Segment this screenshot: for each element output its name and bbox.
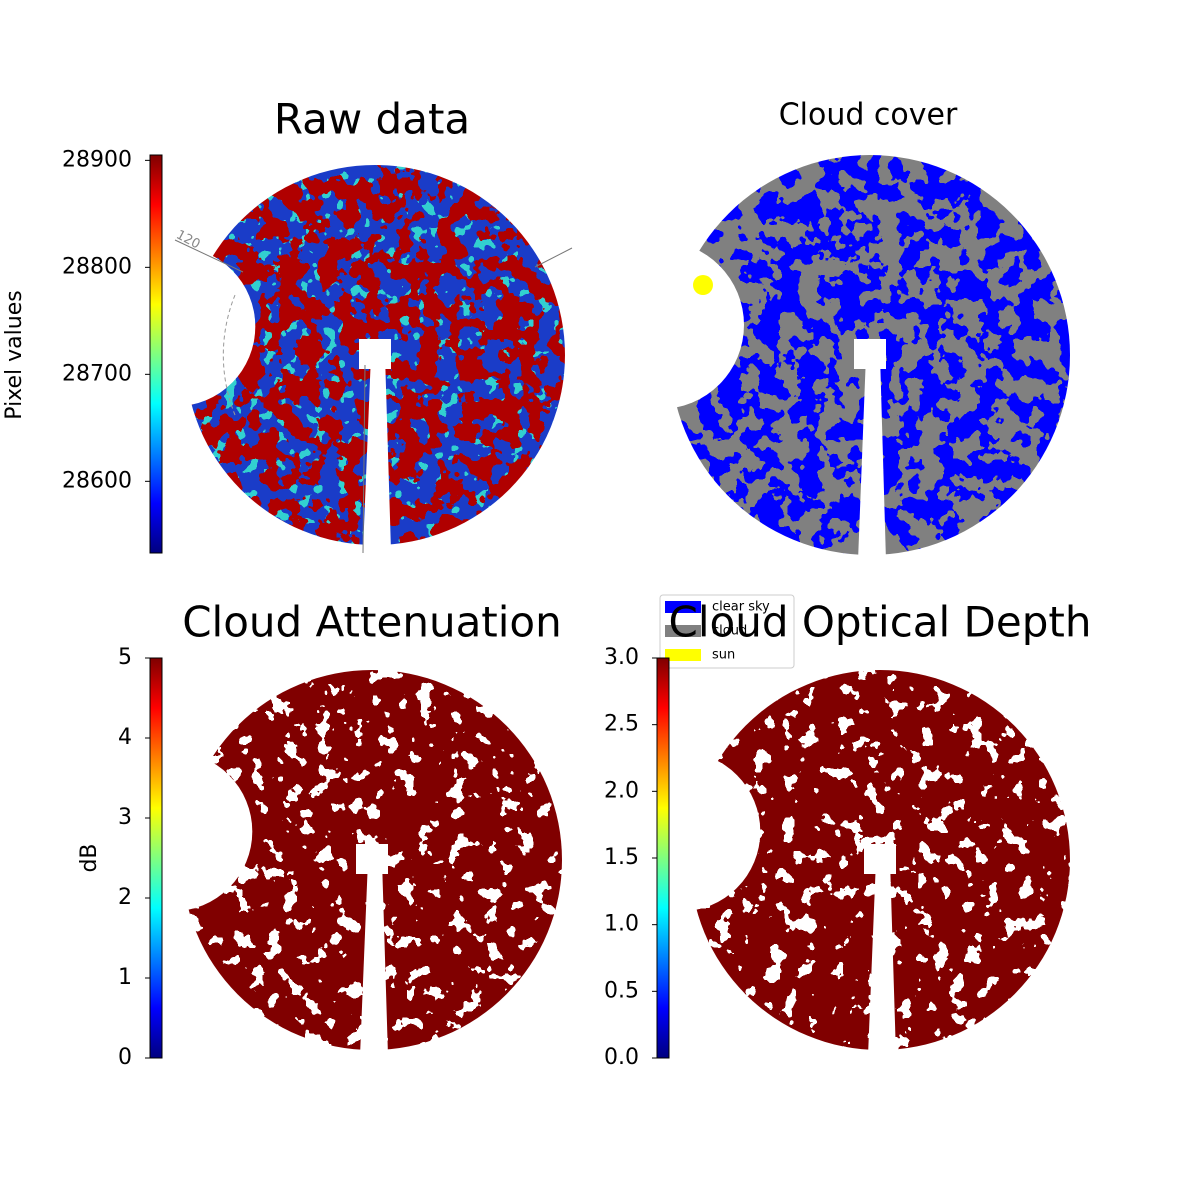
colorbar-tick-label: 28800 <box>62 254 132 279</box>
sky-image <box>680 660 1080 1060</box>
panel-title: Cloud cover <box>779 98 958 133</box>
colorbar-tick-label: 3.0 <box>604 645 639 670</box>
colorbar-tick-label: 4 <box>118 725 132 750</box>
image-layer <box>680 660 1080 1060</box>
sky-image <box>660 145 1080 565</box>
colorbar-tick-label: 5 <box>118 645 132 670</box>
colorbar-tick-label: 28600 <box>62 468 132 493</box>
legend-label: sun <box>712 648 735 663</box>
image-layer <box>172 660 572 1060</box>
panel-title: Cloud Optical Depth <box>669 598 1092 647</box>
colorbar-tick-label: 0.0 <box>604 1045 639 1070</box>
image-layer <box>175 155 575 555</box>
colorbar-tick-label: 2 <box>118 885 132 910</box>
sun-marker <box>693 275 713 295</box>
colorbar-tick-label: 28700 <box>62 361 132 386</box>
colorbar-tick-label: 3 <box>118 805 132 830</box>
legend-swatch <box>665 649 701 661</box>
colorbar <box>149 154 163 554</box>
panel-title: Raw data <box>274 95 470 144</box>
colorbar-label: dB <box>77 843 102 872</box>
colorbar <box>149 657 163 1059</box>
colorbar-tick-label: 0.5 <box>604 978 639 1003</box>
panel-title: Cloud Attenuation <box>182 598 562 647</box>
colorbar-tick-label: 0 <box>118 1045 132 1070</box>
colorbar-tick-label: 1.5 <box>604 845 639 870</box>
colorbar-tick-label: 28900 <box>62 147 132 172</box>
colorbar <box>656 657 670 1059</box>
colorbar-label: Pixel values <box>2 290 27 419</box>
sky-image <box>175 155 575 555</box>
polar-grid <box>174 239 573 554</box>
sky-image <box>172 660 572 1060</box>
colorbar-tick-label: 2.5 <box>604 712 639 737</box>
legend-swatch <box>665 625 701 637</box>
colorbar-tick-label: 1.0 <box>604 912 639 937</box>
colorbar-tick-label: 1 <box>118 965 132 990</box>
image-layer <box>660 145 1080 565</box>
legend-label: cloud <box>712 624 747 639</box>
legend-label: clear sky <box>712 600 770 615</box>
colorbar-tick-label: 2.0 <box>604 778 639 803</box>
legend-swatch <box>665 601 701 613</box>
